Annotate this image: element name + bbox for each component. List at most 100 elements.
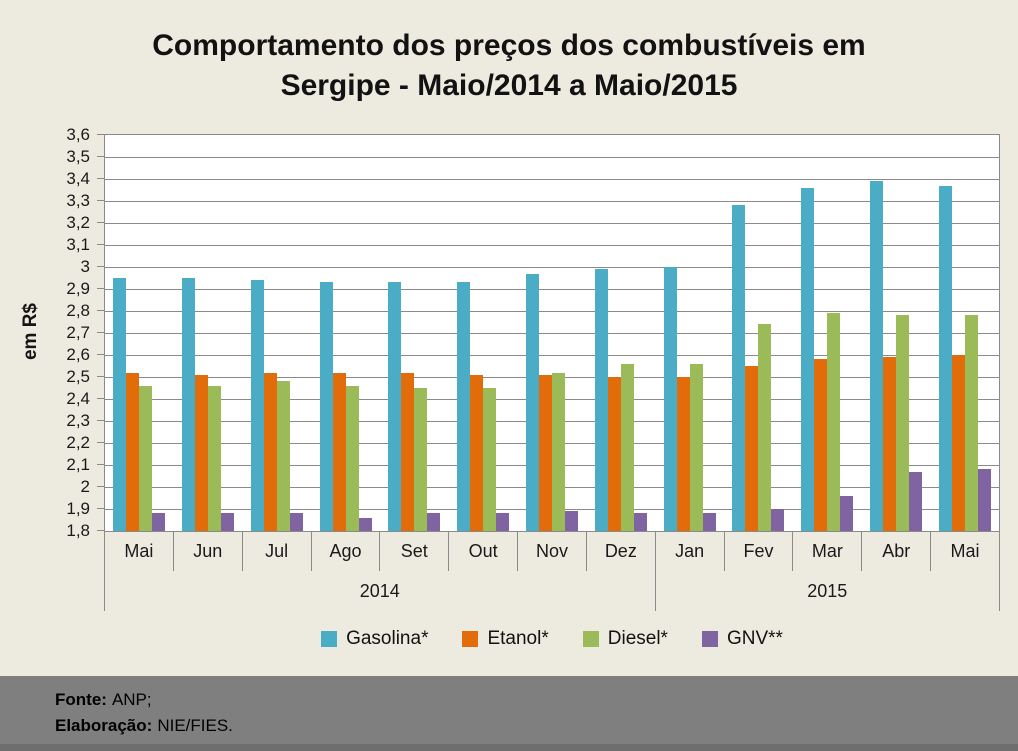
bar-gnv-nov-6 <box>564 511 578 531</box>
y-tick-mark <box>97 288 104 289</box>
bar-group-ago-3 <box>311 135 380 531</box>
month-label-abr-11: Abr <box>862 531 932 571</box>
bar-gnv-set-4 <box>427 513 441 531</box>
bar-diesel-set-4 <box>414 388 428 531</box>
month-label-set-4: Set <box>380 531 450 571</box>
year-label-2014: 2014 <box>104 571 655 611</box>
bar-diesel-jul-2 <box>276 381 290 531</box>
y-tick-label: 2,2 <box>66 433 90 452</box>
bar-group-mai-12 <box>930 135 999 531</box>
y-tick-label: 3,3 <box>66 191 90 210</box>
legend-item-etanol: Etanol* <box>462 628 549 650</box>
gridline <box>105 245 999 246</box>
legend-swatch-icon <box>701 631 718 647</box>
y-tick-label: 1,9 <box>66 499 90 518</box>
chart-title-line1: Comportamento dos preços dos combustívei… <box>152 29 866 62</box>
month-label-dez-7: Dez <box>587 531 656 571</box>
y-tick-mark <box>97 222 104 223</box>
legend-item-gasolina: Gasolina* <box>321 628 428 650</box>
bar-etanol-ago-3 <box>332 373 346 531</box>
chart-legend: Gasolina* Etanol* Diesel* GNV** <box>104 628 1000 650</box>
bar-etanol-jan-8 <box>676 377 690 531</box>
gridline <box>105 355 999 356</box>
legend-label: Gasolina* <box>346 628 429 649</box>
bar-gasolina-set-4 <box>388 282 402 531</box>
bar-group-jan-8 <box>655 135 724 531</box>
bar-diesel-mai-12 <box>964 315 978 531</box>
y-tick-mark <box>97 200 104 201</box>
bar-etanol-mai-0 <box>126 373 140 531</box>
footer-source-value: ANP; <box>111 690 152 709</box>
bar-gnv-ago-3 <box>358 518 372 531</box>
bar-etanol-out-5 <box>470 375 484 531</box>
y-tick-mark <box>97 398 104 399</box>
month-label-fev-9: Fev <box>725 531 794 571</box>
bar-gasolina-mar-10 <box>801 188 815 531</box>
bar-diesel-abr-11 <box>895 315 909 531</box>
legend-label: Etanol* <box>487 628 549 649</box>
bar-group-out-5 <box>449 135 518 531</box>
bar-gasolina-out-5 <box>457 282 471 531</box>
bar-groups <box>105 135 999 531</box>
bar-group-mar-10 <box>793 135 862 531</box>
bar-etanol-set-4 <box>401 373 415 531</box>
month-label-mai-12: Mai <box>931 531 1000 571</box>
x-axis-month-labels: Mai Jun Jul Ago Set Out Nov Dez Jan Fev Mar Abr Mai <box>104 531 1000 571</box>
bar-etanol-mar-10 <box>814 359 828 531</box>
y-tick-label: 2,3 <box>66 411 90 430</box>
y-tick-label: 2,5 <box>66 367 90 386</box>
bar-gnv-mar-10 <box>840 496 854 531</box>
gridline <box>105 333 999 334</box>
y-tick-label: 1,8 <box>66 521 90 540</box>
month-label-mar-10: Mar <box>793 531 863 571</box>
footer-source-line: Fonte: ANP; <box>55 687 233 713</box>
bar-gnv-fev-9 <box>771 509 785 531</box>
y-tick-label: 2,1 <box>66 455 90 474</box>
bar-gasolina-ago-3 <box>319 282 333 531</box>
month-label-nov-6: Nov <box>518 531 587 571</box>
bar-etanol-jul-2 <box>263 373 277 531</box>
bar-group-abr-11 <box>861 135 930 531</box>
bar-gasolina-jan-8 <box>663 267 677 531</box>
month-label-jul-2: Jul <box>243 531 312 571</box>
footer-elaboration-line: Elaboração: NIE/FIES. <box>55 713 233 739</box>
month-label-jun-1: Jun <box>174 531 243 571</box>
y-tick-mark <box>97 332 104 333</box>
plot-area <box>104 134 1000 532</box>
y-tick-mark <box>97 464 104 465</box>
month-label-ago-3: Ago <box>312 531 381 571</box>
y-tick-label: 3 <box>80 257 90 276</box>
y-axis-tick-labels: 3,6 3,5 3,4 3,3 3,2 3,1 3 2,9 2,8 2,7 2,6 2,5 2,4 2,3… <box>0 125 104 540</box>
bar-group-fev-9 <box>724 135 793 531</box>
legend-item-gnv: GNV** <box>701 628 783 650</box>
bar-gasolina-mai-12 <box>938 186 952 531</box>
bar-diesel-mar-10 <box>827 313 841 531</box>
month-label-mai-0: Mai <box>104 531 174 571</box>
legend-swatch-icon <box>462 631 479 647</box>
y-tick-mark <box>97 420 104 421</box>
gridline <box>105 179 999 180</box>
bar-etanol-mai-12 <box>951 355 965 531</box>
footer-text: Fonte: ANP; Elaboração: NIE/FIES. <box>55 687 233 739</box>
y-tick-label: 2 <box>80 477 90 496</box>
footer-band-edge <box>0 744 1018 751</box>
y-tick-mark <box>97 310 104 311</box>
bar-group-dez-7 <box>586 135 655 531</box>
y-tick-label: 2,6 <box>66 345 90 364</box>
month-label-out-5: Out <box>449 531 519 571</box>
bar-etanol-abr-11 <box>882 357 896 531</box>
month-label-jan-8: Jan <box>656 531 725 571</box>
gridline <box>105 223 999 224</box>
bar-diesel-jan-8 <box>689 364 703 531</box>
y-tick-label: 3,2 <box>66 213 90 232</box>
y-tick-label: 3,6 <box>66 125 90 144</box>
chart-title: Comportamento dos preços dos combustívei… <box>0 26 1018 106</box>
y-tick-label: 2,9 <box>66 279 90 298</box>
bar-gasolina-abr-11 <box>869 181 883 531</box>
y-tick-mark <box>97 156 104 157</box>
bar-diesel-dez-7 <box>620 364 634 531</box>
bar-etanol-jun-1 <box>195 375 209 531</box>
bar-diesel-out-5 <box>483 388 497 531</box>
legend-label: GNV** <box>726 628 783 649</box>
bar-gasolina-mai-0 <box>113 278 127 531</box>
